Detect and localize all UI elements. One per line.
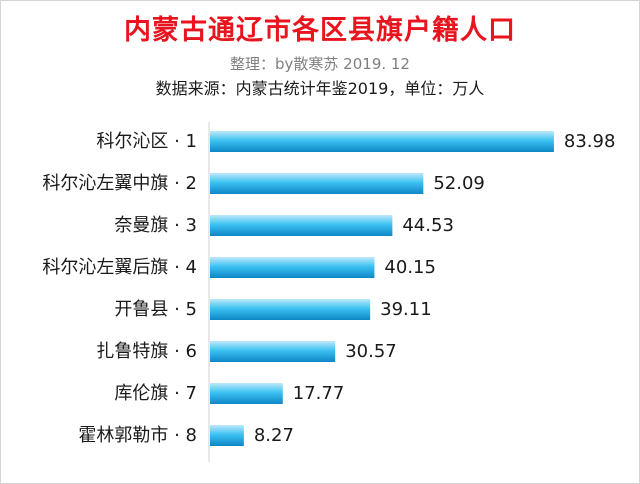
data-source-note: 数据来源：内蒙古统计年鉴2019，单位：万人 — [155, 79, 485, 98]
value-label: 30.57 — [345, 341, 397, 362]
value-label: 83.98 — [564, 131, 616, 152]
bar-series: 科尔沁区 · 1 83.98 科尔沁左翼中旗 · 2 52.09 奈曼旗 · 3 44.5… — [42, 131, 615, 446]
bar — [210, 173, 424, 194]
category-label: 扎鲁特旗 · 6 — [96, 341, 197, 362]
category-label: 科尔沁左翼中旗 · 2 — [42, 173, 197, 194]
category-label: 开鲁县 · 5 — [114, 299, 197, 320]
chart-subtitle: 整理：by散寒苏 2019. 12 — [230, 55, 410, 73]
bar — [210, 383, 283, 404]
chart-title: 内蒙古通辽市各区县旗户籍人口 — [124, 15, 516, 46]
value-label: 44.53 — [402, 215, 454, 236]
bar — [210, 341, 336, 362]
category-label: 科尔沁左翼后旗 · 4 — [42, 257, 197, 278]
bar — [210, 215, 393, 236]
value-label: 40.15 — [384, 257, 436, 278]
category-label: 库伦旗 · 7 — [114, 383, 197, 404]
value-label: 8.27 — [254, 425, 294, 446]
value-label: 39.11 — [380, 299, 432, 320]
category-label: 科尔沁区 · 1 — [96, 131, 197, 152]
bar — [210, 425, 244, 446]
bar — [210, 131, 554, 152]
value-label: 52.09 — [433, 173, 485, 194]
bar — [210, 299, 371, 320]
category-label: 奈曼旗 · 3 — [114, 215, 197, 236]
value-label: 17.77 — [293, 383, 345, 404]
category-label: 霍林郭勒市 · 8 — [78, 425, 197, 446]
bar — [210, 257, 375, 278]
